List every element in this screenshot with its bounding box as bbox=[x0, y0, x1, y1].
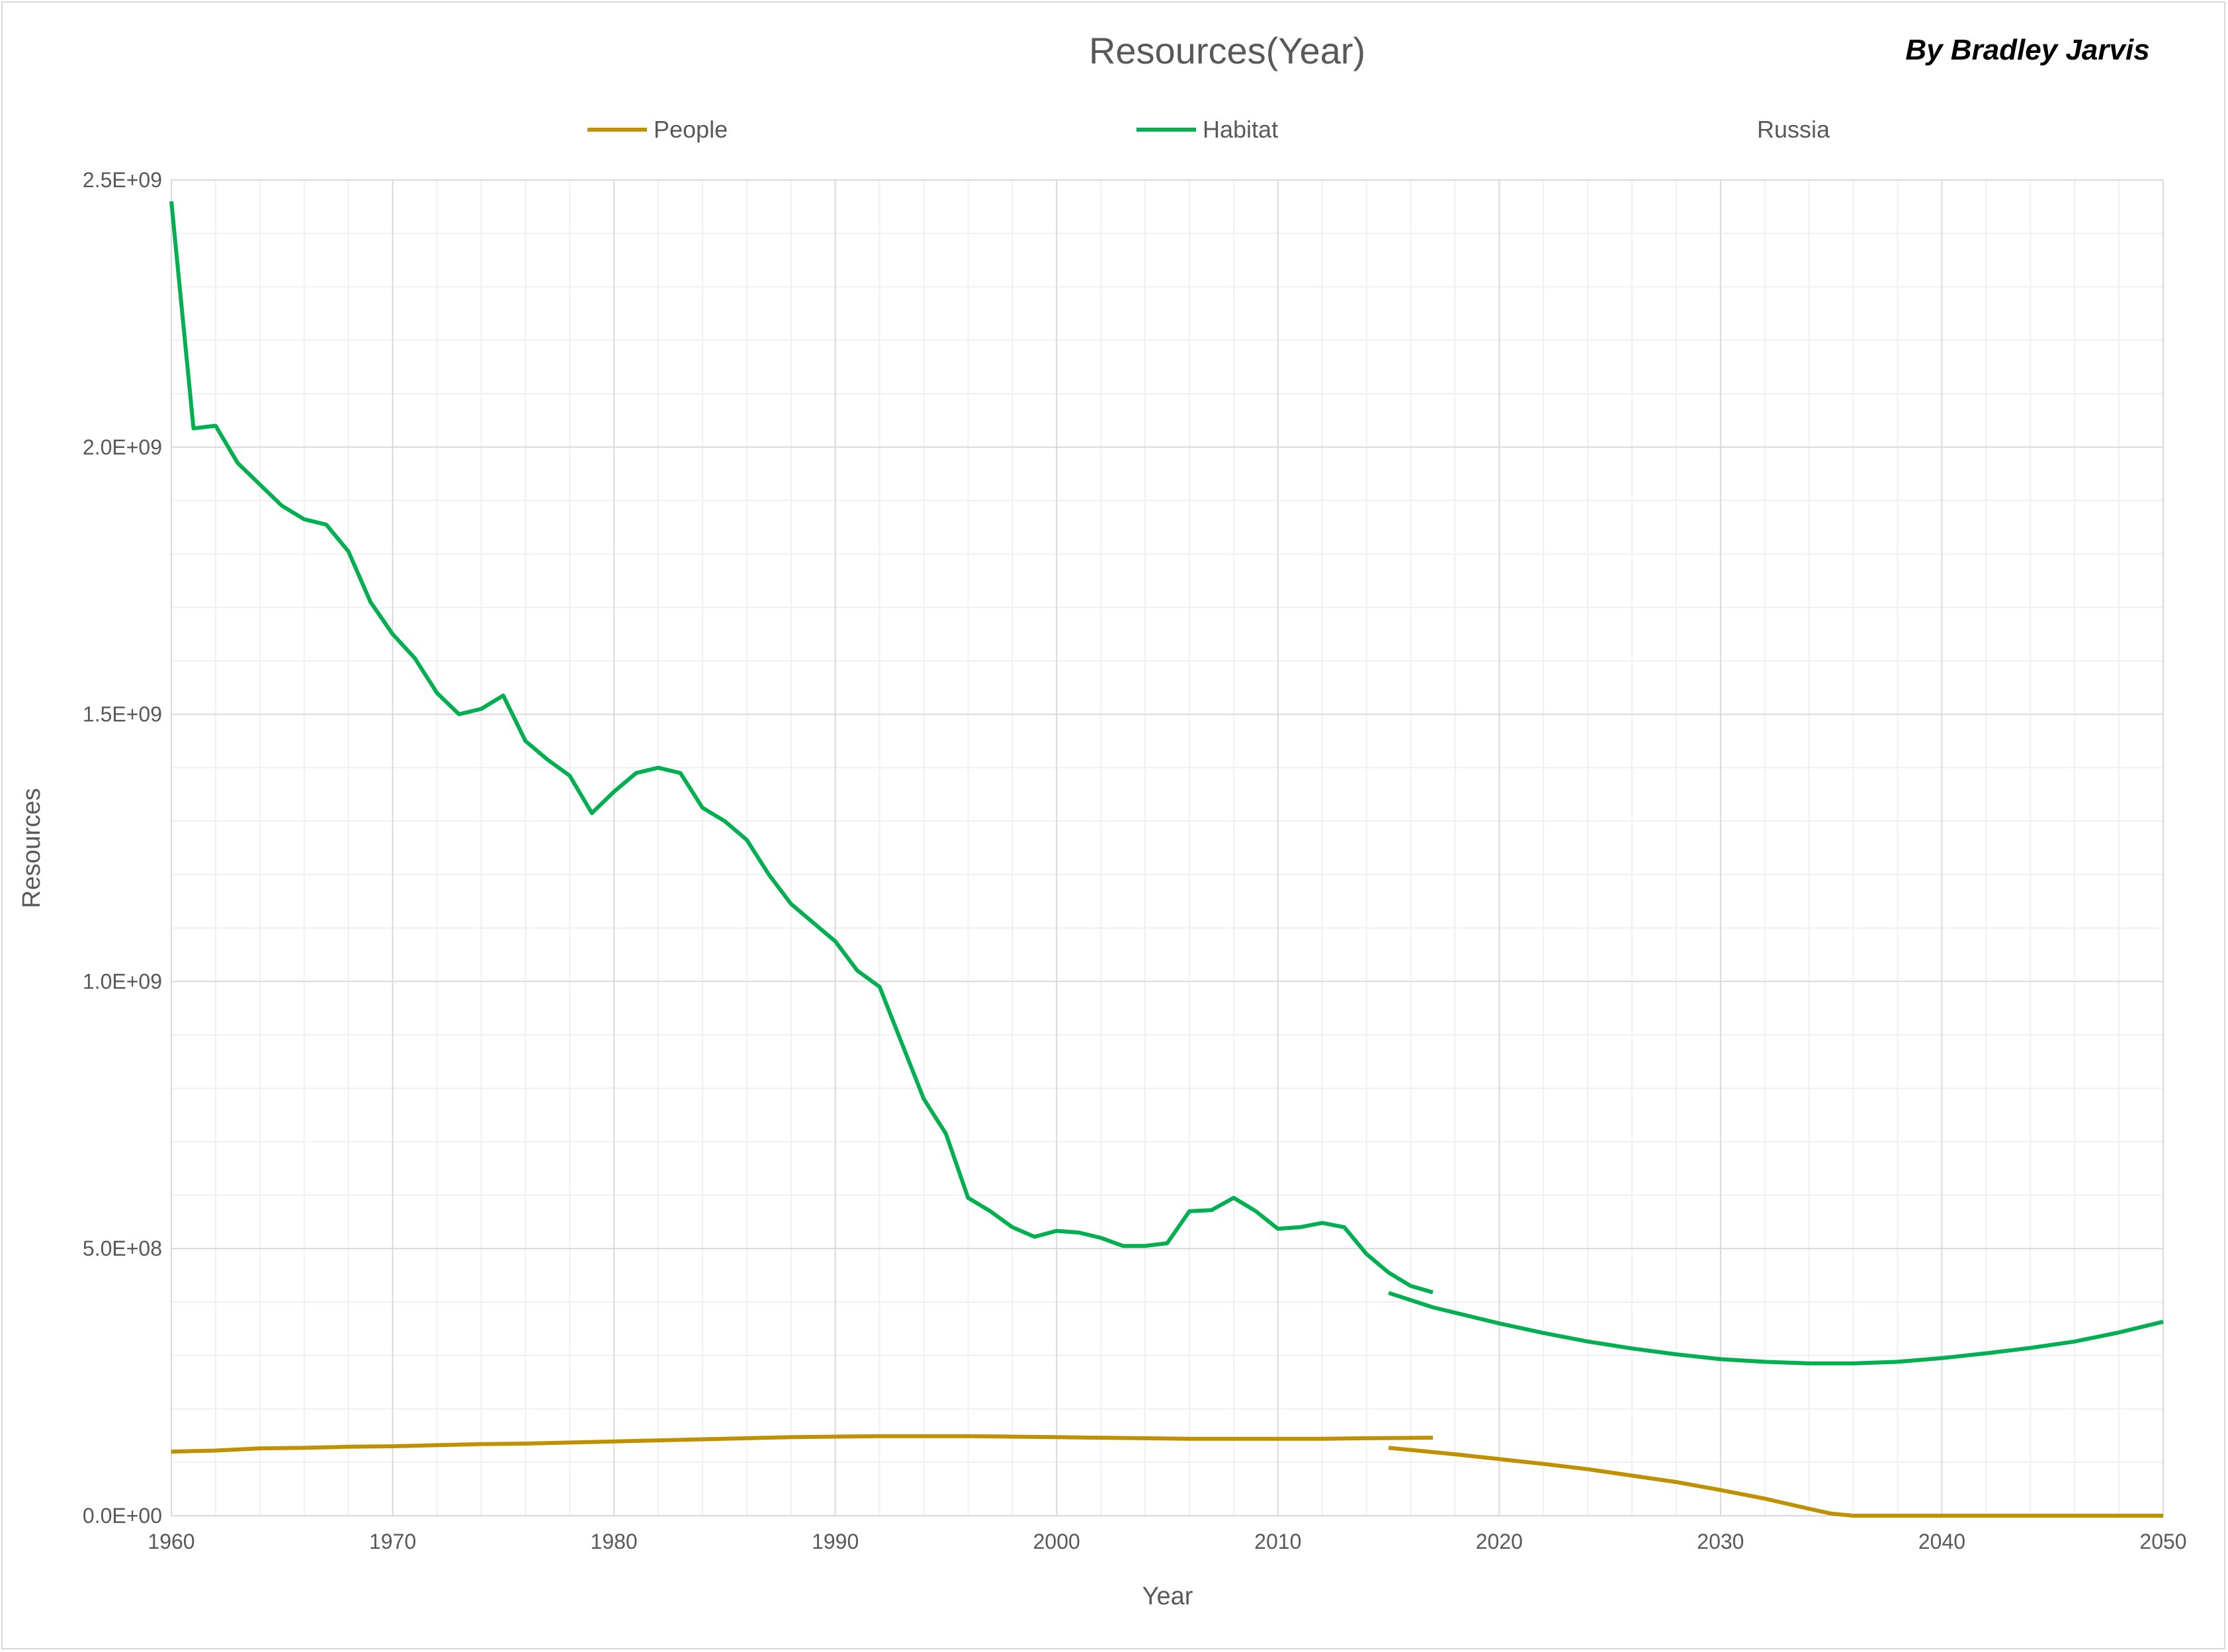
y-tick-label: 2.5E+09 bbox=[83, 168, 162, 192]
y-tick-label: 1.5E+09 bbox=[83, 703, 162, 726]
y-tick-label: 5.0E+08 bbox=[83, 1237, 162, 1260]
plot-area-border bbox=[171, 179, 2164, 1516]
major-gridlines bbox=[171, 179, 2164, 1516]
y-tick-label: 0.0E+00 bbox=[83, 1504, 162, 1528]
legend-label-habitat: Habitat bbox=[1203, 116, 1278, 143]
x-tick-label: 2020 bbox=[1476, 1530, 1523, 1553]
series-line-people-projection bbox=[1388, 1446, 2163, 1518]
y-tick-labels: 0.0E+00 5.0E+08 1.0E+09 1.5E+09 2.0E+09 2.5E+… bbox=[83, 168, 162, 1528]
y-tick-label: 2.0E+09 bbox=[83, 435, 162, 459]
chart-title: Resources(Year) bbox=[1089, 30, 1365, 71]
x-tick-label: 1980 bbox=[591, 1530, 638, 1553]
y-tick-label: 1.0E+09 bbox=[83, 969, 162, 993]
y-axis-title: Resources bbox=[18, 788, 46, 908]
x-tick-label: 2030 bbox=[1697, 1530, 1744, 1553]
legend: People Habitat Russia bbox=[587, 116, 1830, 143]
x-tick-label: 2050 bbox=[2139, 1530, 2186, 1553]
minor-gridlines bbox=[171, 180, 2163, 1516]
author-label: By Bradley Jarvis bbox=[1905, 34, 2149, 66]
x-axis-title: Year bbox=[1142, 1583, 1193, 1610]
x-tick-label: 1990 bbox=[812, 1530, 859, 1553]
legend-label-people: People bbox=[654, 116, 728, 143]
x-tick-label: 2040 bbox=[1918, 1530, 1965, 1553]
x-tick-label: 2010 bbox=[1254, 1530, 1301, 1553]
x-tick-label: 1960 bbox=[148, 1530, 194, 1553]
series-layer bbox=[169, 201, 2164, 1518]
x-tick-label: 2000 bbox=[1033, 1530, 1080, 1553]
x-tick-labels: 1960 1970 1980 1990 2000 2010 2020 2030 2040 2050 bbox=[148, 1530, 2186, 1553]
series-line-people bbox=[171, 1434, 1434, 1454]
x-tick-label: 1970 bbox=[369, 1530, 416, 1553]
series-line-habitat bbox=[169, 201, 1434, 1295]
series-line-habitat-projection bbox=[1388, 1291, 2164, 1366]
legend-label-russia: Russia bbox=[1757, 116, 1830, 143]
